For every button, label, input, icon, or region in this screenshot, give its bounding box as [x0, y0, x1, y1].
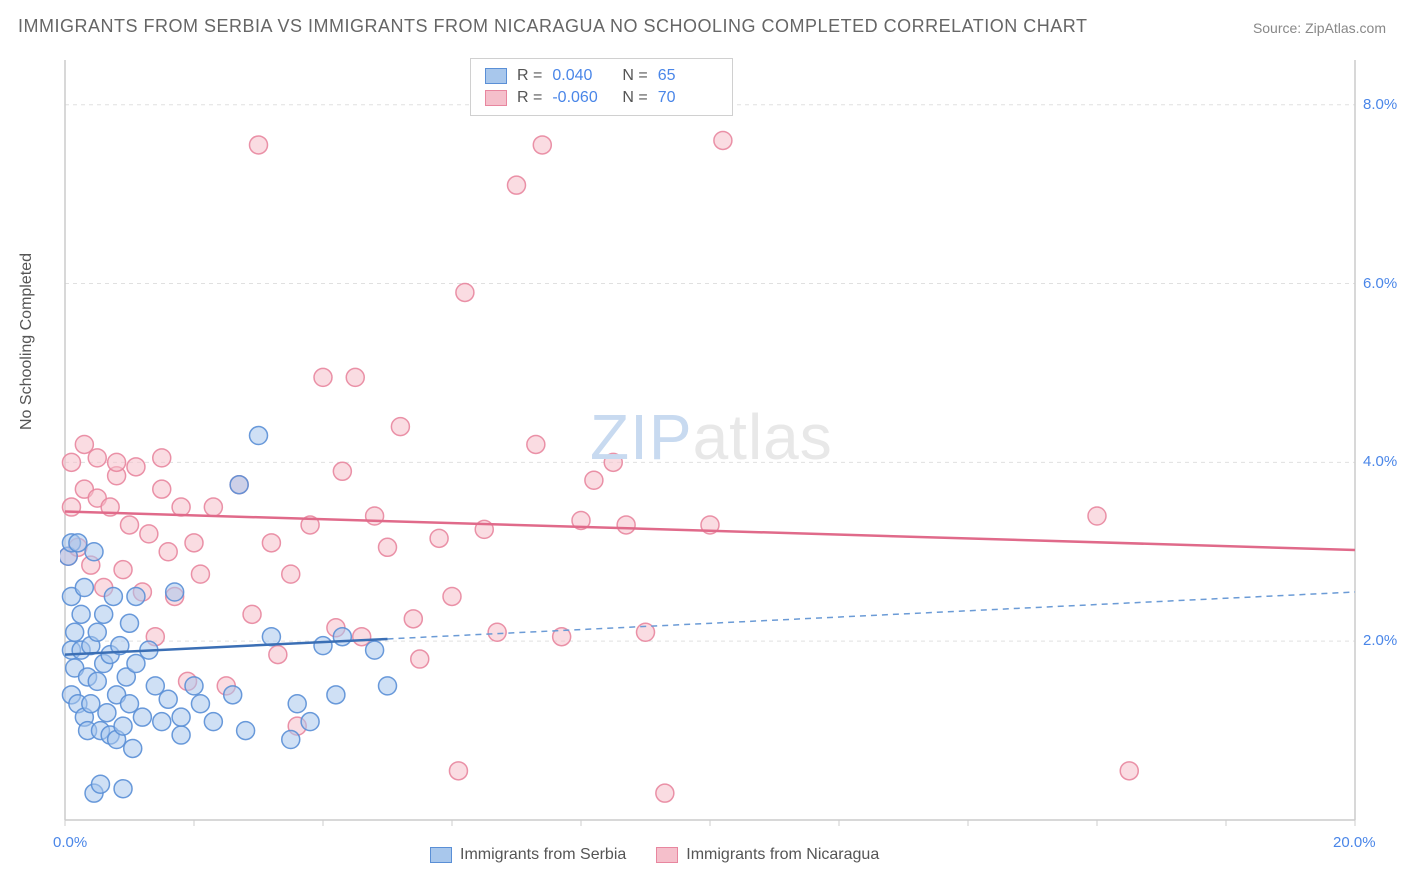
stat-n-label: N = [622, 67, 647, 85]
y-axis-label: No Schooling Completed [18, 253, 36, 430]
stat-n-value: 70 [658, 89, 718, 107]
stat-n-label: N = [622, 89, 647, 107]
stat-r-value: 0.040 [552, 67, 612, 85]
y-tick-label: 4.0% [1363, 453, 1397, 470]
legend-swatch [656, 847, 678, 863]
stat-n-value: 65 [658, 67, 718, 85]
bottom-legend-item: Immigrants from Nicaragua [656, 846, 879, 864]
source-value: ZipAtlas.com [1305, 20, 1386, 36]
stat-r-label: R = [517, 89, 542, 107]
chart-title: IMMIGRANTS FROM SERBIA VS IMMIGRANTS FRO… [18, 16, 1087, 37]
stat-r-label: R = [517, 67, 542, 85]
legend-label: Immigrants from Serbia [460, 846, 626, 864]
legend-swatch [430, 847, 452, 863]
source-attribution: Source: ZipAtlas.com [1253, 20, 1386, 36]
x-tick-label: 0.0% [53, 834, 87, 851]
legend-stats-row: R = -0.060 N = 70 [485, 87, 718, 109]
y-tick-label: 8.0% [1363, 96, 1397, 113]
x-tick-label: 20.0% [1333, 834, 1376, 851]
legend-stats-box: R = 0.040 N = 65 R = -0.060 N = 70 [470, 58, 733, 116]
bottom-legend: Immigrants from Serbia Immigrants from Ni… [430, 846, 879, 864]
stat-r-value: -0.060 [552, 89, 612, 107]
legend-label: Immigrants from Nicaragua [686, 846, 879, 864]
y-tick-label: 2.0% [1363, 632, 1397, 649]
bottom-legend-item: Immigrants from Serbia [430, 846, 626, 864]
source-label: Source: [1253, 20, 1301, 36]
scatter-chart-svg [60, 50, 1360, 830]
y-tick-label: 6.0% [1363, 275, 1397, 292]
legend-stats-row: R = 0.040 N = 65 [485, 65, 718, 87]
legend-swatch [485, 68, 507, 84]
chart-area [60, 50, 1360, 830]
legend-swatch [485, 90, 507, 106]
